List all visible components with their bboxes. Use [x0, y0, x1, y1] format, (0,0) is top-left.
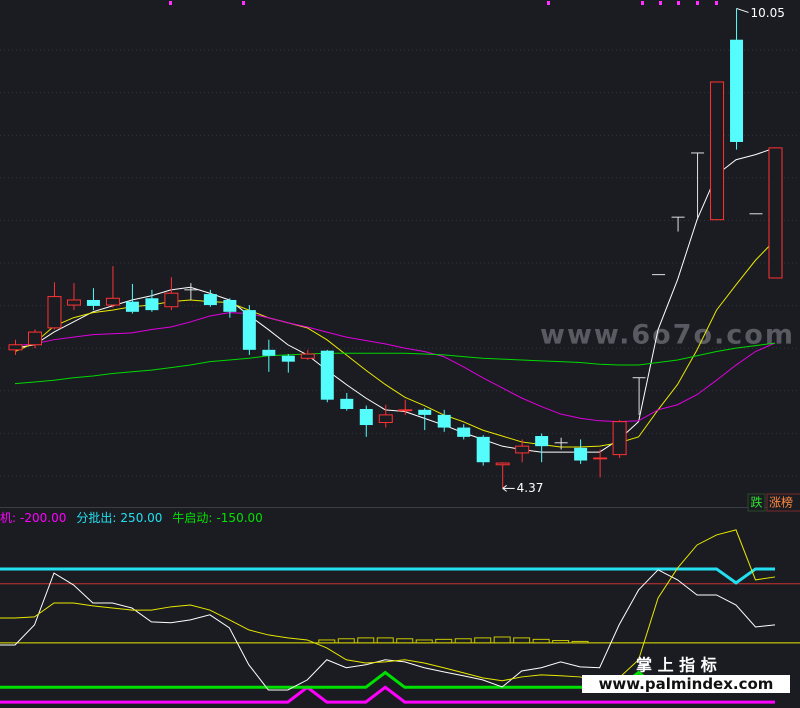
- legend-name: 牛启动:: [172, 510, 212, 525]
- indicator-bar: [474, 637, 492, 644]
- candle-body: [8, 344, 23, 351]
- indicator-bar: [396, 638, 414, 644]
- candle-body: [457, 427, 471, 437]
- indicator-line: [0, 529, 776, 683]
- moving-average-line: [14, 312, 776, 423]
- indicator-bar: [376, 637, 394, 644]
- signal-dots: [169, 1, 718, 5]
- candle-body: [223, 299, 237, 312]
- indicator-bar: [532, 638, 550, 644]
- signal-dot: [641, 1, 644, 5]
- candle-body: [145, 298, 159, 311]
- signal-dot: [242, 1, 245, 5]
- candle-body: [300, 353, 315, 359]
- candle-body: [535, 436, 549, 447]
- candle-body: [281, 355, 295, 362]
- indicator-bar: [415, 639, 433, 644]
- indicator-bar: [493, 636, 511, 644]
- candle-body: [574, 447, 588, 461]
- signal-dot: [547, 1, 550, 5]
- max-pointer: [736, 7, 749, 13]
- candle-body: [515, 445, 530, 454]
- signal-dot: [659, 1, 662, 5]
- candle-body: [437, 414, 451, 428]
- candle-body: [86, 299, 100, 306]
- candle-body: [359, 408, 373, 426]
- candle-body: [320, 350, 334, 400]
- legend-name: 分批出:: [76, 510, 116, 525]
- candle-body: [398, 409, 413, 412]
- signal-dot: [169, 1, 172, 5]
- legend-entry: 牛启动: -150.00: [172, 510, 262, 525]
- candle-body: [340, 398, 354, 409]
- indicator-line: [0, 569, 776, 691]
- candle-body: [495, 462, 510, 466]
- max-label: 10.05: [751, 6, 785, 20]
- badge-box: [747, 493, 766, 512]
- moving-average-line: [14, 147, 776, 453]
- indicator-line: [0, 567, 775, 585]
- candle-body: [593, 457, 608, 460]
- moving-average-line: [14, 342, 776, 385]
- badge-board: 涨榜: [769, 495, 793, 510]
- legend-entry: 分批出: 250.00: [76, 510, 162, 525]
- min-label: 4.37: [517, 481, 544, 495]
- indicator-line: [0, 685, 775, 704]
- candle-body: [125, 301, 139, 312]
- watermark-url: www.palmindex.com: [599, 675, 774, 693]
- legend-value: -200.00: [20, 511, 66, 525]
- watermark-box: [582, 675, 790, 693]
- candle-body: [242, 310, 256, 350]
- indicator-bar: [318, 639, 336, 644]
- grid: [0, 49, 800, 477]
- signal-dot: [696, 1, 699, 5]
- candle-body: [418, 409, 432, 415]
- indicator-bar: [337, 638, 355, 644]
- badge-box: [766, 493, 800, 512]
- candle-body: [164, 292, 179, 308]
- candle-body: [203, 294, 217, 306]
- candle-body: [66, 299, 81, 306]
- badge-fall: 跌: [750, 495, 762, 510]
- signal-dot: [715, 1, 718, 5]
- candle-body: [105, 297, 120, 306]
- candle-body: [476, 436, 490, 463]
- legend-entry: 时机: -200.00: [0, 511, 66, 525]
- legend-value: 250.00: [120, 511, 162, 525]
- legend-value: -150.00: [216, 511, 262, 525]
- watermark: www.6o7o.com: [540, 320, 795, 351]
- indicator-bar: [552, 640, 570, 644]
- legend: 时机: -200.00 分批出: 250.00 牛启动: -150.00: [0, 510, 263, 525]
- candle-body: [768, 147, 783, 279]
- min-arrowhead: [502, 485, 507, 492]
- indicator-bar: [357, 637, 375, 644]
- moving-average-line: [14, 239, 776, 448]
- candle-body: [262, 349, 276, 356]
- watermark-brand: 掌 上 指 标: [636, 656, 717, 675]
- legend-name: 时机:: [0, 511, 16, 525]
- candle-body: [730, 39, 744, 142]
- candle-body: [27, 331, 42, 346]
- candle-body: [612, 421, 627, 456]
- indicator-bar: [435, 638, 453, 644]
- candle-body: [47, 296, 62, 329]
- indicator-bar: [513, 637, 531, 644]
- main-panel: 10.05 4.37: [8, 6, 785, 495]
- indicator-bar: [454, 638, 472, 644]
- signal-dot: [677, 1, 680, 5]
- candle-body: [378, 414, 393, 423]
- indicator-bar: [571, 640, 589, 644]
- candle-body: [710, 81, 725, 221]
